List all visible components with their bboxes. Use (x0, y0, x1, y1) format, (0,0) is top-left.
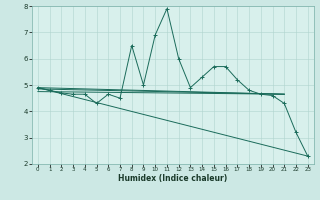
X-axis label: Humidex (Indice chaleur): Humidex (Indice chaleur) (118, 174, 228, 183)
